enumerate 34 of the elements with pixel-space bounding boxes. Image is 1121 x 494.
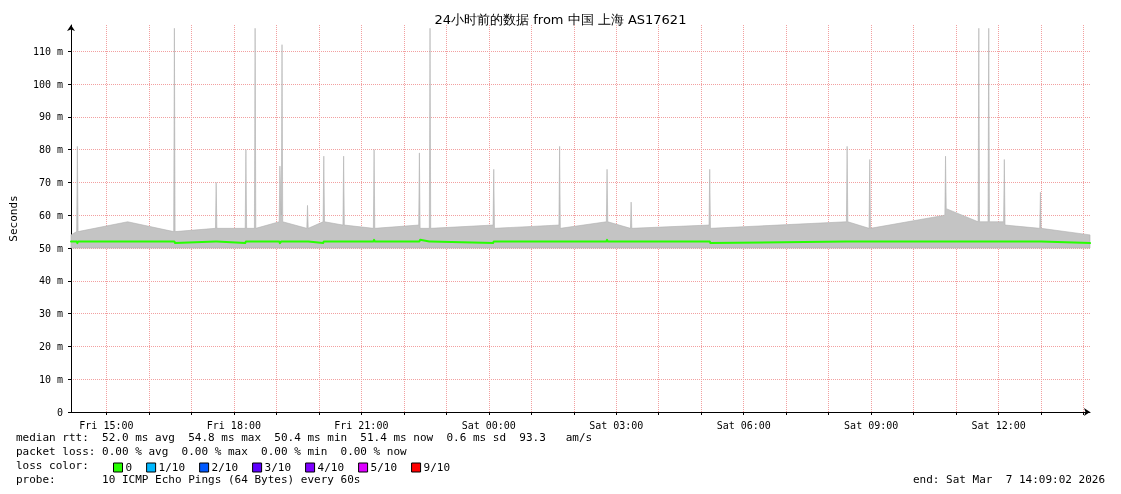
legend-label: 2/10 [211,461,239,474]
text: probe: 10 ICMP Echo Pings (64 Bytes) every 60s [16,473,361,486]
y-tick-label: 70 m [38,176,63,188]
x-tick-label: Fri 18:00 [206,419,261,431]
y-tick-label: 80 m [38,144,63,156]
y-tick-label: 90 m [38,111,63,123]
x-tick-label: Fri 15:00 [79,419,134,431]
x-tick-label: Sat 00:00 [461,419,516,431]
legend-title: loss color: [16,459,89,472]
x-tick-label: Sat 09:00 [844,419,899,431]
y-tick-label: 60 m [38,209,63,221]
legend-label: 9/10 [423,461,451,474]
x-tick-label: Sat 03:00 [589,419,644,431]
y-tick-label: 100 m [32,78,63,90]
y-tick-label: 20 m [38,340,63,352]
x-tick-label: Sat 06:00 [716,419,771,431]
text: median rtt: 52.0 ms avg 54.8 ms max 50.4 ms min 51.4 ms now 0.6 ms sd 93.3 am/s [16,431,593,444]
chart-title: 24小时前的数据 from 中国 上海 AS17621 [434,12,687,27]
y-tick-label: 0 [56,406,63,418]
y-tick-label: 30 m [38,308,63,320]
text: packet loss: 0.00 % avg 0.00 % max 0.00 % min 0.00 % now [16,445,408,458]
legend-label: 3/10 [264,461,292,474]
y-tick-label: 10 m [38,373,63,385]
text: end: Sat Mar 7 14:09:02 2026 [912,473,1106,486]
legend-label: 5/10 [370,461,398,474]
legend-label: 4/10 [317,461,345,474]
y-tick-label: 40 m [38,275,63,287]
y-tick-label: 110 m [32,45,63,57]
x-tick-label: Sat 12:00 [971,419,1026,431]
legend-label: 1/10 [158,461,186,474]
y-tick-label: 50 m [38,242,63,254]
x-tick-label: Fri 21:00 [334,419,389,431]
y-axis-title: Seconds [7,195,20,242]
legend-label: 0 [125,461,133,474]
